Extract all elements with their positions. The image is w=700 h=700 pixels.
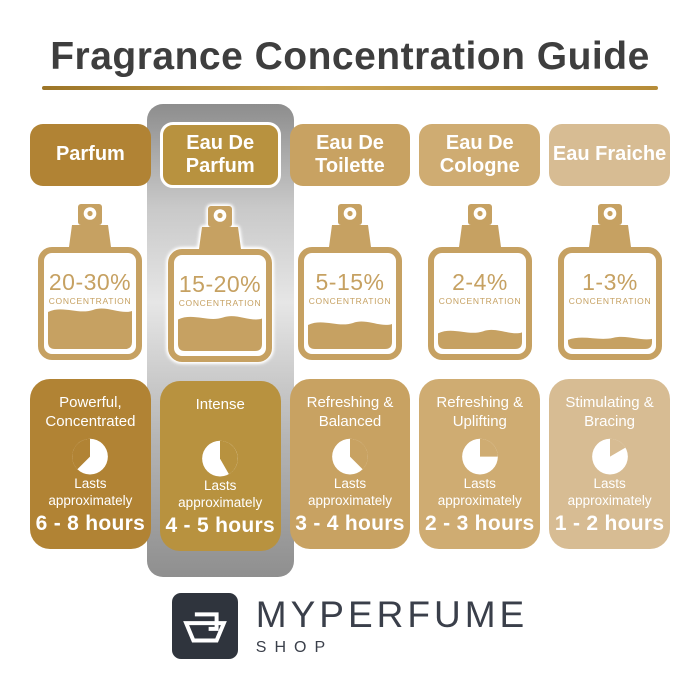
duration-value: 2 - 3 hours [425, 511, 535, 535]
bottle-body [557, 246, 662, 360]
bottle-icon: 1-3% CONCENTRATION [553, 201, 667, 363]
clock-icon [591, 438, 628, 475]
duration-value: 1 - 2 hours [554, 511, 665, 535]
brand-subname: SHOP [255, 639, 334, 657]
duration-value: 3 - 4 hours [295, 511, 405, 535]
bottle-collar [588, 224, 631, 247]
badge-eau-de-parfum: Eau De Parfum [159, 121, 281, 188]
bottle-icon: 5-15% CONCENTRATION [293, 201, 407, 363]
profile-text: Refreshing & Balanced [306, 393, 394, 430]
clock-wedge [220, 440, 238, 474]
bottle-collar [199, 226, 242, 249]
clock-wedge [72, 438, 91, 470]
duration-value: 6 - 8 hours [35, 511, 146, 535]
clock-wedge [609, 438, 626, 457]
concentration-value: 1-3% [582, 269, 638, 295]
bottle-icon: 2-4% CONCENTRATION [423, 201, 537, 363]
column-eau-de-cologne: Eau De Cologne 2-4% CONCENTRATION Refres… [419, 123, 541, 551]
clock-icon [332, 438, 368, 475]
bottle-collar [458, 224, 501, 247]
logo-mark [171, 592, 238, 659]
profile-text: Intense [195, 395, 245, 413]
liquid-fill [437, 329, 522, 349]
column-eau-de-parfum: Eau De Parfum 15-20% CONCENTRATION Inten… [146, 103, 294, 577]
liquid-fill [48, 308, 133, 349]
perfume-bottle-glyph-icon [182, 612, 227, 643]
clock-wedge [479, 438, 498, 457]
columns-grid: Parfum 20-30% CONCENTRATION Powerful, Co… [0, 103, 700, 577]
profile-card: Refreshing & Balanced Lasts approximatel… [289, 378, 411, 549]
concentration-value: 15-20% [179, 271, 261, 297]
profile-text: Stimulating & Bracing [565, 393, 654, 430]
lasts-label: Lasts approximately [178, 478, 263, 511]
profile-card: Intense Lasts approximately 4 - 5 hours [159, 380, 281, 551]
clock-icon [72, 438, 109, 475]
brand-logo: MYPERFUME SHOP [0, 592, 700, 659]
duration-value: 4 - 5 hours [165, 513, 275, 537]
concentration-value: 2-4% [452, 269, 508, 295]
profile-card: Powerful, Concentrated Lasts approximate… [30, 378, 151, 549]
bottle-collar [69, 224, 112, 247]
liquid-fill [567, 336, 652, 349]
column-eau-fraiche: Eau Fraiche 1-3% CONCENTRATION Stimulati… [549, 123, 670, 551]
column-parfum: Parfum 20-30% CONCENTRATION Powerful, Co… [30, 123, 151, 551]
badge-eau-fraiche: Eau Fraiche [549, 123, 670, 186]
bottle-collar [328, 224, 371, 247]
title-underline [42, 85, 658, 90]
concentration-value: 5-15% [315, 269, 384, 295]
liquid-fill [178, 315, 263, 351]
clock-wedge [349, 438, 368, 470]
brand-text: MYPERFUME SHOP [256, 594, 528, 657]
clock-icon [461, 438, 498, 475]
badge-eau-de-cologne: Eau De Cologne [419, 123, 541, 186]
concentration-label: CONCENTRATION [568, 296, 651, 306]
bottle-body [427, 246, 532, 360]
lasts-label: Lasts approximately [437, 476, 522, 509]
profile-card: Refreshing & Uplifting Lasts approximate… [419, 378, 541, 549]
profile-text: Powerful, Concentrated [45, 393, 136, 430]
concentration-label: CONCENTRATION [179, 298, 262, 308]
lasts-label: Lasts approximately [48, 476, 133, 509]
profile-card: Stimulating & Bracing Lasts approximatel… [549, 378, 670, 549]
concentration-label: CONCENTRATION [49, 296, 132, 306]
lasts-label: Lasts approximately [567, 476, 652, 509]
clock-icon [202, 440, 239, 477]
column-eau-de-toilette: Eau De Toilette 5-15% CONCENTRATION Refr… [289, 123, 411, 551]
profile-text: Refreshing & Uplifting [436, 393, 524, 430]
concentration-label: CONCENTRATION [438, 296, 521, 306]
badge-eau-de-toilette: Eau De Toilette [289, 123, 411, 186]
bottle-icon: 20-30% CONCENTRATION [33, 201, 147, 363]
concentration-value: 20-30% [49, 269, 131, 295]
page-title: Fragrance Concentration Guide [50, 35, 650, 78]
concentration-label: CONCENTRATION [309, 296, 392, 306]
brand-name: MYPERFUME [255, 594, 529, 636]
bottle-icon: 15-20% CONCENTRATION [163, 203, 277, 365]
badge-parfum: Parfum [30, 123, 151, 186]
liquid-fill [307, 321, 392, 349]
lasts-label: Lasts approximately [307, 476, 393, 509]
